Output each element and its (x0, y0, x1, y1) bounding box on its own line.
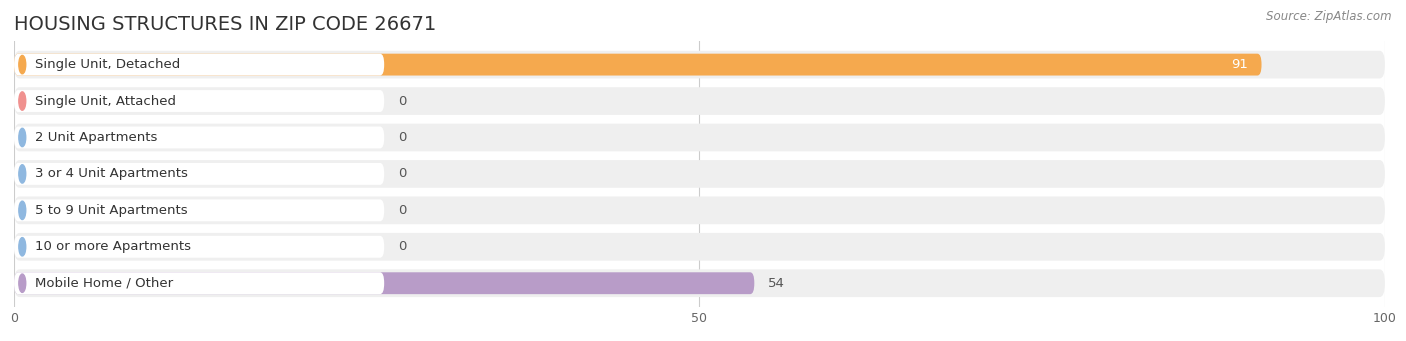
Text: 0: 0 (398, 94, 406, 107)
FancyBboxPatch shape (14, 51, 1385, 78)
Text: Single Unit, Detached: Single Unit, Detached (35, 58, 180, 71)
Text: 0: 0 (398, 240, 406, 253)
Circle shape (18, 201, 25, 220)
FancyBboxPatch shape (14, 127, 384, 148)
Text: Source: ZipAtlas.com: Source: ZipAtlas.com (1267, 10, 1392, 23)
FancyBboxPatch shape (14, 90, 384, 112)
FancyBboxPatch shape (14, 160, 1385, 188)
FancyBboxPatch shape (14, 272, 754, 294)
FancyBboxPatch shape (14, 236, 384, 258)
Text: Mobile Home / Other: Mobile Home / Other (35, 277, 173, 290)
Circle shape (18, 165, 25, 183)
Text: 54: 54 (768, 277, 785, 290)
Circle shape (18, 128, 25, 147)
Text: 0: 0 (398, 204, 406, 217)
FancyBboxPatch shape (14, 272, 384, 294)
Circle shape (18, 56, 25, 74)
FancyBboxPatch shape (14, 199, 384, 221)
Text: 5 to 9 Unit Apartments: 5 to 9 Unit Apartments (35, 204, 187, 217)
FancyBboxPatch shape (14, 54, 384, 76)
FancyBboxPatch shape (14, 269, 1385, 297)
FancyBboxPatch shape (14, 196, 1385, 224)
FancyBboxPatch shape (14, 163, 384, 185)
FancyBboxPatch shape (14, 124, 1385, 151)
Text: Single Unit, Attached: Single Unit, Attached (35, 94, 176, 107)
Text: 0: 0 (398, 131, 406, 144)
FancyBboxPatch shape (14, 54, 1261, 76)
Text: 91: 91 (1230, 58, 1249, 71)
Circle shape (18, 92, 25, 110)
Circle shape (18, 238, 25, 256)
Text: HOUSING STRUCTURES IN ZIP CODE 26671: HOUSING STRUCTURES IN ZIP CODE 26671 (14, 15, 436, 34)
FancyBboxPatch shape (14, 87, 1385, 115)
Text: 10 or more Apartments: 10 or more Apartments (35, 240, 191, 253)
Circle shape (18, 274, 25, 292)
Text: 0: 0 (398, 167, 406, 180)
Text: 3 or 4 Unit Apartments: 3 or 4 Unit Apartments (35, 167, 187, 180)
Text: 2 Unit Apartments: 2 Unit Apartments (35, 131, 157, 144)
FancyBboxPatch shape (14, 233, 1385, 261)
